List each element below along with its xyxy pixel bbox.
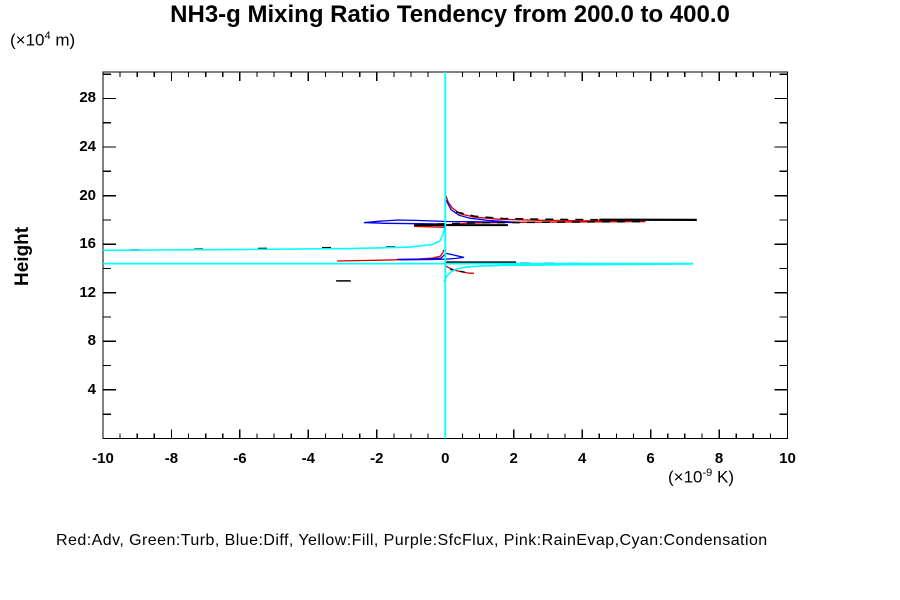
x-tick-label: 4: [577, 450, 587, 467]
y-tick-label: 8: [87, 332, 96, 350]
x-tick-label: -6: [233, 450, 247, 467]
series-black-dash-upper-out: [455, 211, 600, 221]
y-tick-label: 20: [79, 186, 96, 204]
y-tick-label: 28: [79, 89, 96, 107]
x-tick-label: -8: [164, 450, 179, 467]
x-unit-suffix: K): [712, 467, 735, 487]
y-tick-label: 16: [79, 235, 96, 253]
y-tick-label: 4: [87, 380, 96, 398]
x-tick-label: -2: [370, 450, 384, 467]
series-condensation-cyan-slope: [102, 227, 446, 252]
y-unit-suffix: m): [50, 30, 76, 50]
y-tick-label: 24: [79, 138, 96, 156]
y-tick-label: 12: [79, 283, 96, 301]
x-axis-unit-label: (×10-9 K): [668, 467, 734, 488]
series-diff-blue-lower: [396, 252, 465, 261]
series-adv-red-lower-left: [337, 249, 445, 262]
series-adv-red-lower-right: [444, 264, 475, 274]
y-unit-prefix: (×10: [10, 30, 45, 50]
x-tick-label: 2: [509, 450, 518, 467]
x-tick-label: 10: [779, 450, 796, 467]
x-tick-label: -10: [92, 450, 114, 467]
y-axis-unit-label: (×104 m): [10, 30, 75, 51]
x-tick-label: 6: [646, 450, 655, 467]
x-unit-prefix: (×10: [668, 467, 703, 487]
legend-text: Red:Adv, Green:Turb, Blue:Diff, Yellow:F…: [56, 532, 768, 549]
series-adv-red-upper-spike: [414, 195, 646, 233]
series-diff-blue-upper: [363, 199, 520, 228]
series-condensation-cyan-lower-curve: [443, 263, 694, 283]
x-tick-label: -4: [301, 450, 316, 467]
x-tick-label: 8: [714, 450, 724, 467]
x-tick-label: 0: [441, 450, 450, 467]
y-unit-sup: 4: [44, 30, 51, 42]
x-unit-sup: -9: [702, 467, 713, 479]
chart-title: NH3-g Mixing Ratio Tendency from 200.0 t…: [170, 1, 730, 28]
